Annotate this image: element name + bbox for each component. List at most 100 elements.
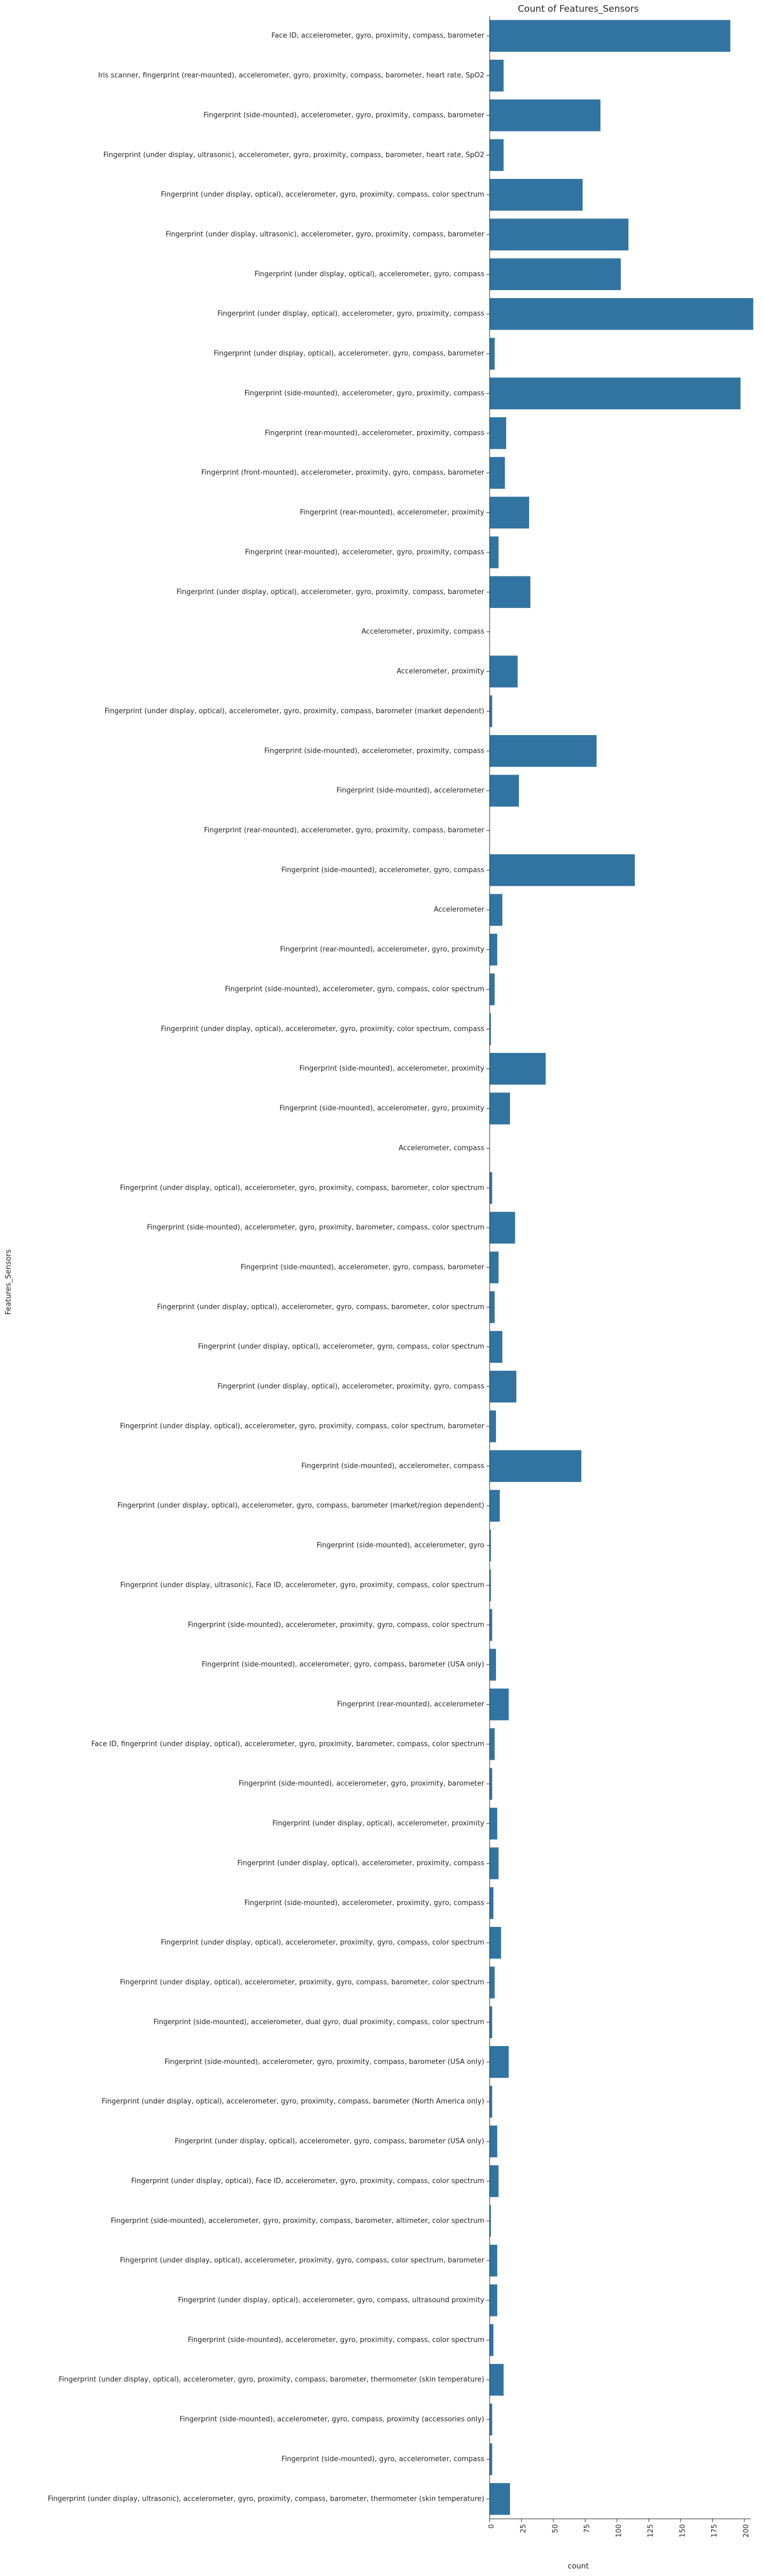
bar-0 [490, 20, 730, 52]
bar-4 [490, 178, 583, 211]
y-tick-label-44: Fingerprint (side-mounted), acceleromete… [239, 1780, 485, 1788]
bar-26 [490, 1052, 546, 1085]
y-tick-label-41: Fingerprint (side-mounted), acceleromete… [202, 1661, 484, 1669]
y-tick-label-15: Accelerometer, proximity, compass [361, 628, 484, 636]
bar-55 [490, 2205, 491, 2237]
bar-30 [490, 1212, 515, 1244]
bar-50 [490, 2006, 492, 2039]
bar-39 [490, 1569, 491, 1602]
bar-21 [490, 854, 635, 886]
bar-11 [490, 457, 505, 489]
bar-53 [490, 2125, 498, 2158]
y-tick-label-0: Face ID, accelerometer, gyro, proximity,… [271, 32, 484, 40]
bar-48 [490, 1926, 501, 1959]
x-tick-label-6: 150 [679, 2524, 687, 2538]
bar-5 [490, 218, 628, 251]
y-tick-label-35: Fingerprint (under display, optical), ac… [120, 1422, 485, 1430]
y-tick-label-45: Fingerprint (under display, optical), ac… [272, 1820, 484, 1828]
y-tick-labels: Face ID, accelerometer, gyro, proximity,… [48, 32, 490, 2503]
bar-61 [490, 2443, 492, 2476]
bar-38 [490, 1529, 491, 1562]
bar-54 [490, 2165, 499, 2197]
y-tick-label-28: Accelerometer, compass [399, 1144, 485, 1152]
bar-1 [490, 59, 504, 92]
bar-19 [490, 775, 519, 807]
y-tick-label-49: Fingerprint (under display, optical), ac… [120, 1979, 484, 1987]
bar-22 [490, 894, 502, 926]
x-tick-label-5: 125 [647, 2524, 655, 2538]
bar-8 [490, 338, 495, 370]
y-tick-label-51: Fingerprint (side-mounted), acceleromete… [164, 2058, 484, 2066]
y-tick-label-50: Fingerprint (side-mounted), acceleromete… [153, 2018, 484, 2026]
x-tick-label-3: 75 [583, 2524, 591, 2533]
y-tick-label-46: Fingerprint (under display, optical), ac… [237, 1859, 484, 1867]
y-tick-label-1: Iris scanner, fingerprint (rear-mounted)… [98, 72, 484, 80]
bar-2 [490, 99, 601, 131]
y-tick-label-21: Fingerprint (side-mounted), acceleromete… [281, 866, 484, 874]
y-tick-label-43: Face ID, fingerprint (under display, opt… [91, 1740, 484, 1748]
y-tick-label-11: Fingerprint (front-mounted), acceleromet… [201, 469, 485, 477]
bar-40 [490, 1609, 492, 1641]
bar-29 [490, 1172, 492, 1204]
y-tick-label-60: Fingerprint (side-mounted), acceleromete… [179, 2416, 484, 2424]
y-tick-label-24: Fingerprint (side-mounted), acceleromete… [225, 985, 484, 993]
y-tick-label-62: Fingerprint (under display, ultrasonic),… [48, 2495, 484, 2503]
y-tick-label-42: Fingerprint (rear-mounted), acceleromete… [337, 1700, 484, 1708]
bar-44 [490, 1768, 492, 1800]
y-tick-label-48: Fingerprint (under display, optical), ac… [161, 1939, 484, 1947]
x-tick-label-8: 200 [743, 2524, 751, 2538]
y-tick-label-8: Fingerprint (under display, optical), ac… [214, 350, 485, 358]
y-tick-label-6: Fingerprint (under display, optical), ac… [255, 270, 485, 278]
y-tick-label-14: Fingerprint (under display, optical), ac… [177, 588, 485, 596]
y-tick-label-53: Fingerprint (under display, optical), ac… [175, 2137, 484, 2145]
y-tick-label-9: Fingerprint (side-mounted), acceleromete… [245, 389, 485, 397]
bar-32 [490, 1291, 495, 1323]
y-tick-label-38: Fingerprint (side-mounted), acceleromete… [317, 1542, 484, 1550]
bar-51 [490, 2046, 509, 2078]
y-tick-label-57: Fingerprint (under display, optical), ac… [178, 2296, 484, 2304]
bar-18 [490, 735, 597, 767]
bar-31 [490, 1251, 499, 1284]
bar-35 [490, 1410, 496, 1442]
y-tick-label-10: Fingerprint (rear-mounted), acceleromete… [265, 429, 484, 437]
y-tick-label-59: Fingerprint (under display, optical), ac… [59, 2376, 484, 2384]
y-tick-label-33: Fingerprint (under display, optical), ac… [198, 1343, 484, 1351]
y-tick-label-3: Fingerprint (under display, ultrasonic),… [104, 151, 485, 159]
y-tick-label-13: Fingerprint (rear-mounted), acceleromete… [245, 548, 484, 556]
y-tick-label-7: Fingerprint (under display, optical), ac… [217, 310, 484, 318]
bar-47 [490, 1887, 494, 1919]
chart-title: Count of Features_Sensors [518, 4, 639, 14]
y-tick-label-2: Fingerprint (side-mounted), acceleromete… [203, 111, 485, 119]
bar-16 [490, 655, 518, 688]
bar-23 [490, 933, 498, 966]
x-tick-label-0: 0 [488, 2524, 496, 2528]
bar-33 [490, 1331, 502, 1363]
y-tick-label-34: Fingerprint (under display, optical), ac… [217, 1383, 484, 1391]
bar-58 [490, 2324, 494, 2356]
x-tick-label-7: 175 [711, 2524, 719, 2538]
y-tick-label-39: Fingerprint (under display, ultrasonic),… [120, 1581, 484, 1589]
bars-layer [490, 20, 753, 2515]
y-tick-label-20: Fingerprint (rear-mounted), acceleromete… [204, 826, 484, 834]
y-tick-label-56: Fingerprint (under display, optical), ac… [120, 2257, 485, 2265]
bar-9 [490, 377, 741, 410]
bar-24 [490, 973, 495, 1005]
bar-13 [490, 536, 499, 568]
y-tick-label-16: Accelerometer, proximity [397, 668, 484, 676]
bar-41 [490, 1649, 496, 1681]
bar-14 [490, 576, 531, 608]
y-tick-label-54: Fingerprint (under display, optical), Fa… [131, 2177, 484, 2185]
y-tick-label-58: Fingerprint (side-mounted), acceleromete… [188, 2336, 484, 2344]
y-tick-label-26: Fingerprint (side-mounted), acceleromete… [300, 1065, 485, 1073]
y-tick-label-47: Fingerprint (side-mounted), acceleromete… [245, 1899, 485, 1907]
y-tick-label-5: Fingerprint (under display, ultrasonic),… [166, 231, 484, 239]
y-tick-label-31: Fingerprint (side-mounted), acceleromete… [241, 1263, 485, 1271]
y-tick-label-12: Fingerprint (rear-mounted), acceleromete… [300, 509, 485, 517]
bar-6 [490, 258, 621, 291]
bar-52 [490, 2086, 492, 2118]
bar-7 [490, 298, 753, 330]
y-tick-label-52: Fingerprint (under display, optical), ac… [102, 2098, 484, 2106]
bar-34 [490, 1370, 517, 1403]
bar-49 [490, 1966, 495, 1999]
